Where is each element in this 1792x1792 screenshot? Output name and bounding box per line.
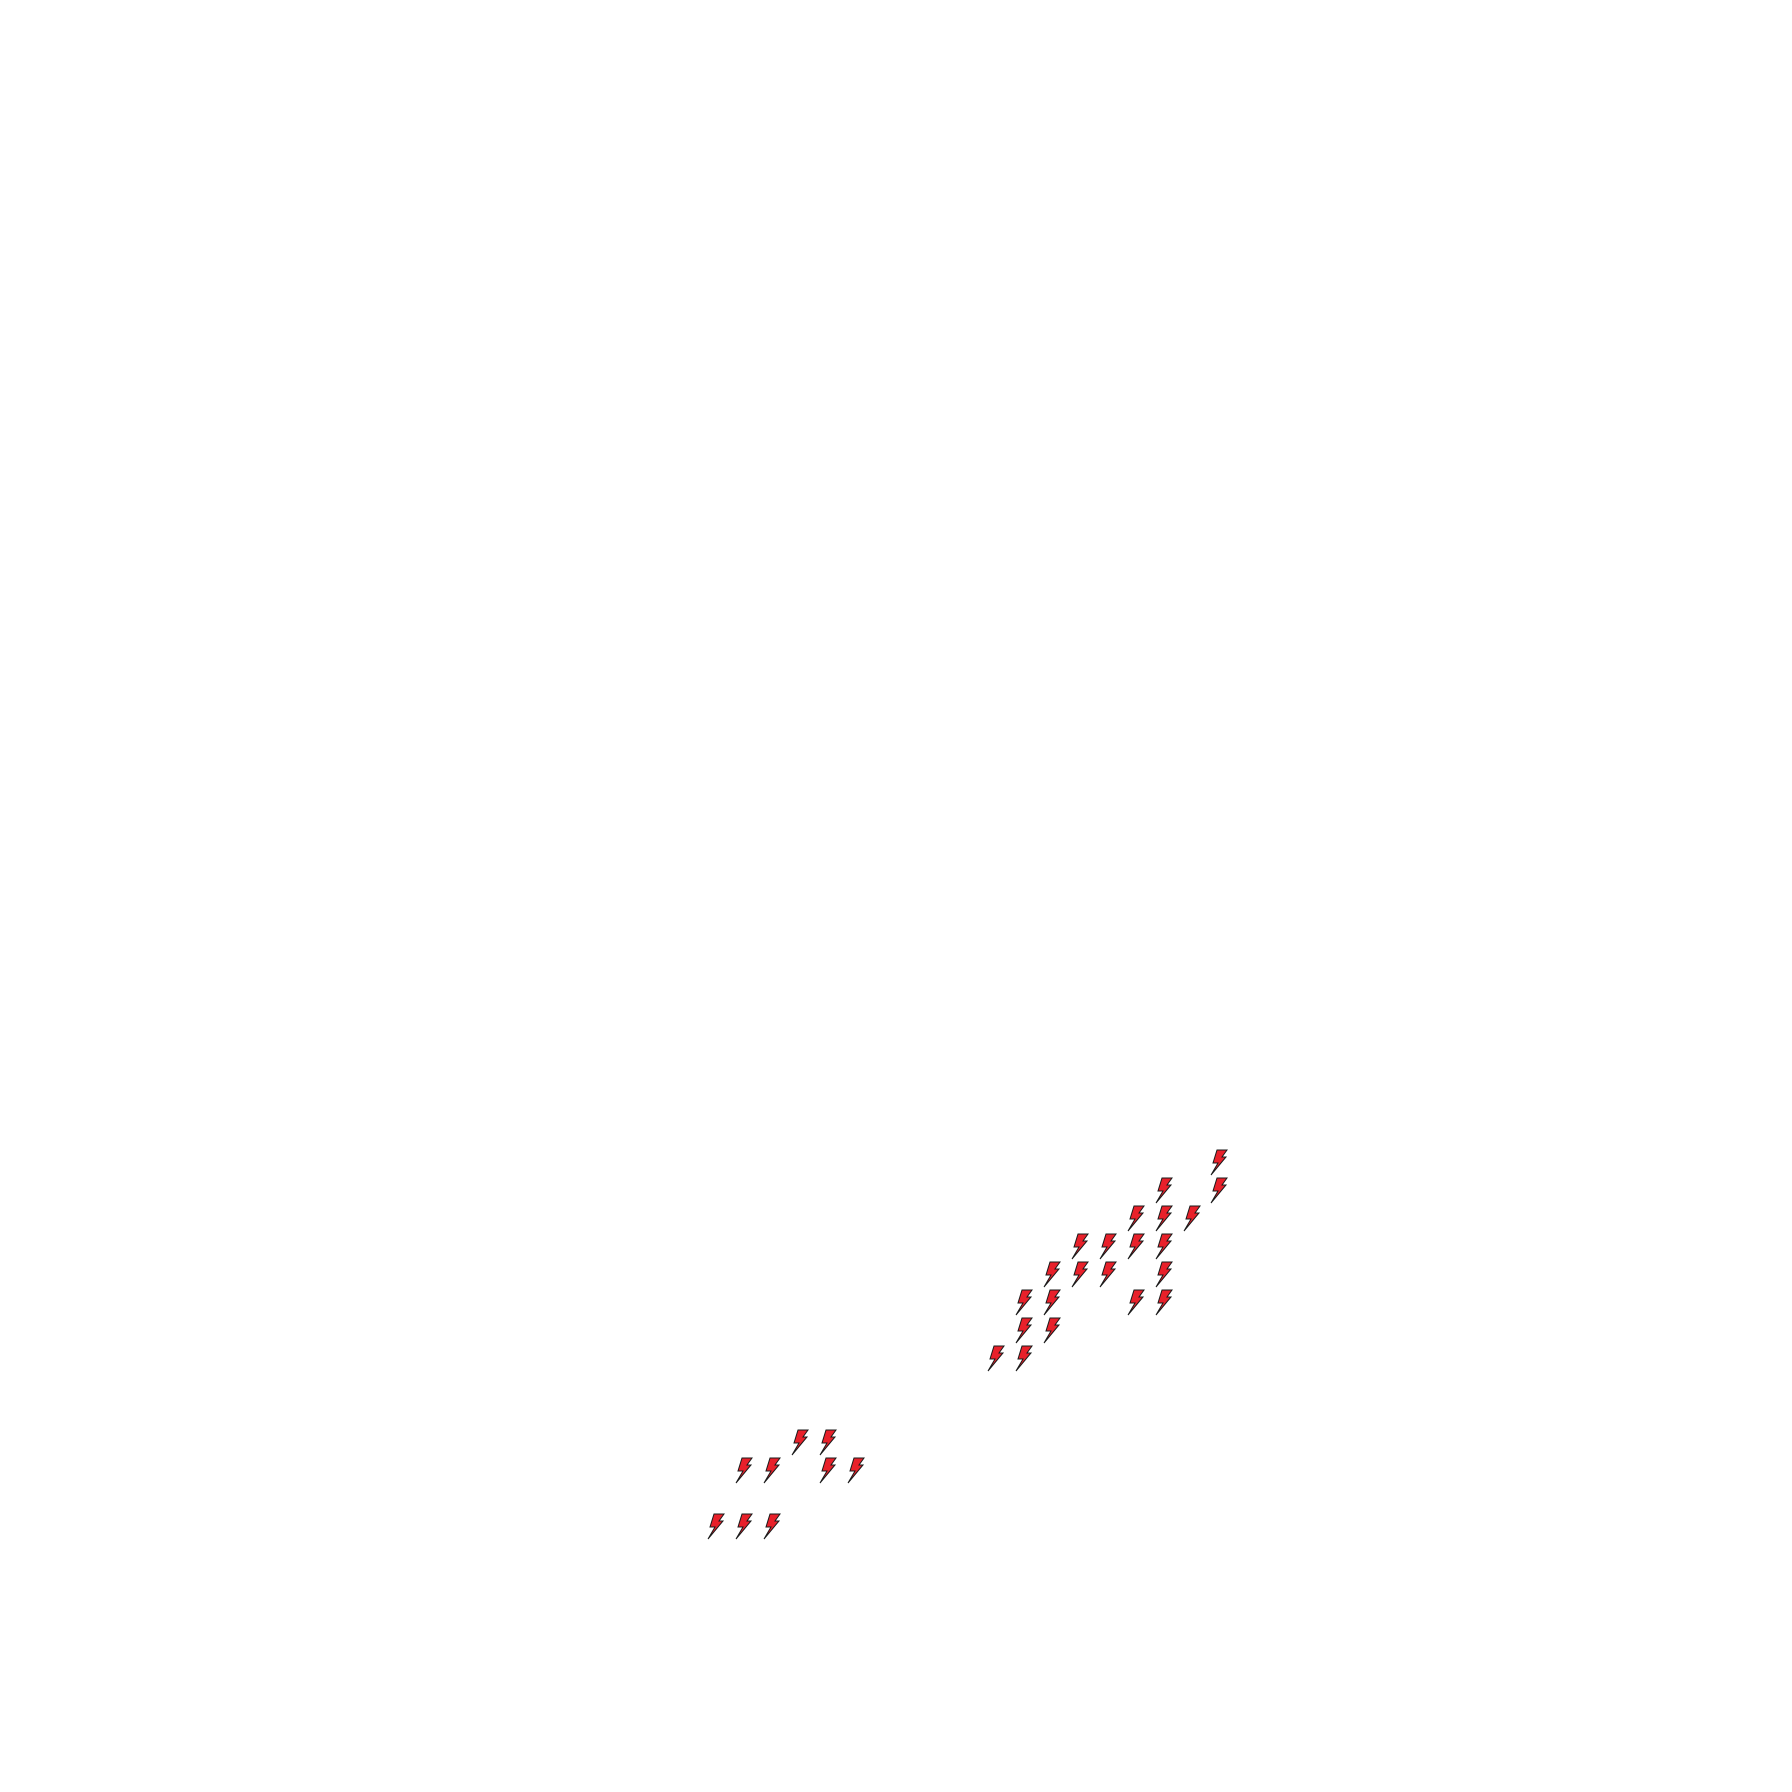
lightning-marker — [1071, 1233, 1089, 1260]
lightning-marker — [1127, 1233, 1145, 1260]
lightning-marker — [735, 1513, 753, 1540]
lightning-marker — [987, 1345, 1005, 1372]
lightning-marker — [763, 1457, 781, 1484]
lightning-marker — [1043, 1289, 1061, 1316]
lightning-marker — [1210, 1177, 1228, 1204]
lightning-marker — [1015, 1317, 1033, 1344]
lightning-marker — [1043, 1261, 1061, 1288]
lightning-marker — [1183, 1205, 1201, 1232]
lightning-marker — [791, 1429, 809, 1456]
lightning-marker — [1155, 1289, 1173, 1316]
lightning-markers — [707, 1149, 1228, 1540]
lightning-marker — [847, 1457, 865, 1484]
lightning-marker — [819, 1457, 837, 1484]
lightning-marker — [1127, 1205, 1145, 1232]
lightning-marker — [763, 1513, 781, 1540]
lightning-marker — [1155, 1177, 1173, 1204]
lightning-marker — [1043, 1317, 1061, 1344]
lightning-marker — [1015, 1289, 1033, 1316]
lightning-marker — [1155, 1261, 1173, 1288]
lightning-marker — [1015, 1345, 1033, 1372]
lightning-marker — [1099, 1233, 1117, 1260]
lightning-marker — [1127, 1289, 1145, 1316]
lightning-marker — [819, 1429, 837, 1456]
lightning-marker — [1155, 1233, 1173, 1260]
lightning-marker — [1071, 1261, 1089, 1288]
lightning-marker — [707, 1513, 725, 1540]
lightning-marker — [1099, 1261, 1117, 1288]
lightning-marker — [735, 1457, 753, 1484]
lightning-marker — [1155, 1205, 1173, 1232]
lightning-marker — [1210, 1149, 1228, 1176]
